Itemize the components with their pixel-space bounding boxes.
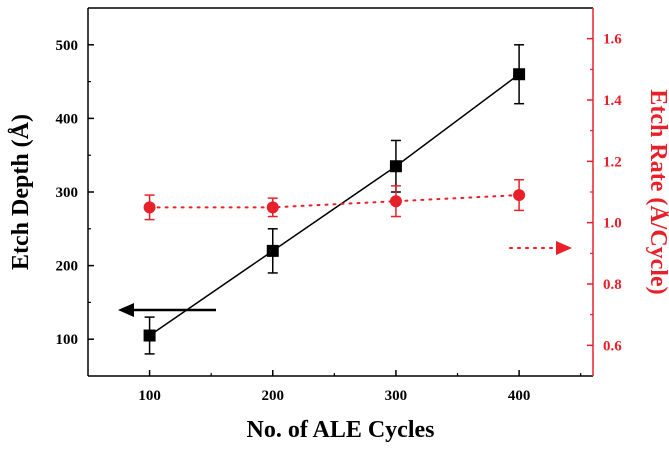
y-right-tick-label: 1.4 xyxy=(603,93,622,109)
x-tick-label: 200 xyxy=(262,388,285,404)
rate-point xyxy=(266,201,279,214)
x-axis-title: No. of ALE Cycles xyxy=(247,417,435,443)
rate-point xyxy=(389,195,402,208)
rate-dotted-line xyxy=(148,194,521,209)
y-right-tick-label: 1.2 xyxy=(603,154,622,170)
depth-point xyxy=(143,329,156,342)
y-left-axis-title: Etch Depth (Å) xyxy=(8,114,34,270)
depth-point xyxy=(266,244,279,257)
depth-fit-line xyxy=(149,73,520,337)
y-left-tick-label: 200 xyxy=(56,259,79,275)
y-right-axis-title: Etch Rate (Å/Cycle) xyxy=(645,89,669,294)
y-left-tick-label: 400 xyxy=(56,111,79,127)
depth-point xyxy=(513,68,526,81)
y-right-tick-label: 0.6 xyxy=(603,338,622,354)
left-arrow-head xyxy=(118,303,134,317)
x-tick-label: 100 xyxy=(138,388,161,404)
y-right-tick-label: 0.8 xyxy=(603,277,622,293)
right-arrow-head xyxy=(556,241,572,255)
rate-point xyxy=(143,201,156,214)
x-tick-label: 300 xyxy=(385,388,408,404)
y-right-tick-label: 1.0 xyxy=(603,216,622,232)
plot-area: 100 200 300 400 100 200 300 400 500 0.6 0.8 1.0 1.2 1… xyxy=(8,7,669,443)
rate-point xyxy=(513,189,526,202)
y-left-tick-label: 300 xyxy=(56,185,79,201)
x-tick-label: 400 xyxy=(508,388,531,404)
y-left-tick-label: 100 xyxy=(56,332,79,348)
depth-point xyxy=(389,160,402,173)
y-right-tick-label: 1.6 xyxy=(603,32,622,48)
y-left-tick-label: 500 xyxy=(56,38,79,54)
